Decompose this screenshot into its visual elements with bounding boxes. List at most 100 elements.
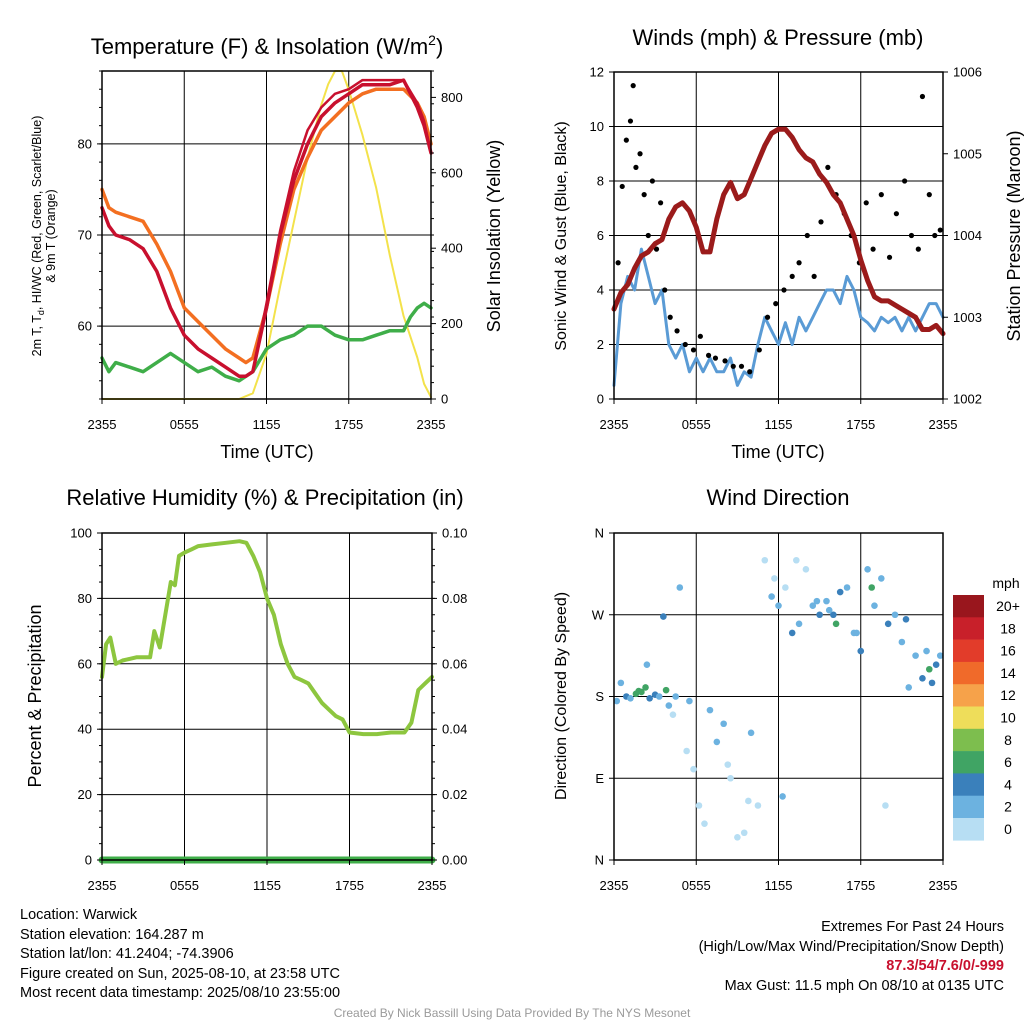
wind-direction-points — [613, 556, 944, 841]
y-tick-label-right: 1004 — [953, 228, 982, 243]
x-tick-label: 0555 — [682, 878, 711, 893]
temperature-grid — [102, 71, 431, 399]
wind-direction-y-label: Direction (Colored By Speed) — [553, 592, 570, 800]
y-tick-label: N — [595, 853, 604, 868]
y-tick-label-right: 1006 — [953, 65, 982, 80]
direction-point — [832, 620, 840, 628]
y-tick-label: 4 — [597, 283, 604, 298]
y-tick-label: 70 — [78, 228, 92, 243]
gust-point — [730, 363, 736, 369]
colorbar-label: 10 — [1000, 710, 1016, 726]
x-tick-label: 0555 — [170, 878, 199, 893]
gust-point — [738, 363, 745, 369]
colorbar-swatch — [953, 728, 984, 752]
x-tick-label: 2355 — [929, 417, 958, 432]
x-tick-label: 2355 — [88, 417, 117, 432]
direction-point — [727, 774, 734, 782]
gust-point — [919, 93, 926, 100]
series-line-3 — [100, 301, 433, 383]
wind-direction-panel-title: Wind Direction — [706, 485, 849, 510]
direction-point — [788, 629, 796, 637]
y-tick-label-right: 0.06 — [442, 656, 467, 671]
winds-panel-title: Winds (mph) & Pressure (mb) — [633, 25, 924, 50]
colorbar-swatch — [953, 595, 984, 618]
y-tick-label: 0 — [85, 853, 92, 868]
humidity-axes: 2355 0555 1155 1755 2355 0 20 40 60 80 100 0.00 0.02… — [70, 526, 467, 894]
station-latlon: Station lat/lon: 41.2404; -74.3906 — [20, 946, 234, 962]
y-tick-label-right: 200 — [441, 316, 463, 331]
direction-point — [768, 593, 775, 600]
x-tick-label: 1755 — [334, 417, 363, 432]
x-tick-label: 0555 — [170, 417, 199, 432]
y-tick-label: 10 — [590, 119, 604, 134]
x-tick-label: 2355 — [418, 878, 447, 893]
pressure-y-label: Station Pressure (Maroon) — [1004, 130, 1024, 341]
y-tick-label: 80 — [78, 591, 92, 606]
gust-point — [937, 227, 943, 233]
direction-point — [686, 697, 693, 705]
colorbar-swatch — [953, 795, 984, 819]
y-tick-label-right: 1005 — [953, 146, 982, 161]
direction-point — [701, 820, 708, 827]
colorbar-label: 4 — [1004, 776, 1012, 792]
speed-colorbar: mph 20+ 18 16 14 12 10 8 6 4 2 0 — [953, 575, 1020, 841]
direction-point — [809, 602, 817, 609]
y-tick-label-right: 800 — [441, 90, 463, 105]
temperature-y-label-line2: & 9m T (Orange) — [44, 189, 58, 282]
gust-point — [658, 200, 664, 206]
gust-point — [870, 246, 876, 252]
y-tick-label-right: 0.00 — [442, 853, 467, 868]
direction-point — [761, 556, 769, 564]
y-tick-label: 40 — [78, 722, 92, 737]
colorbar-swatch — [953, 639, 984, 663]
gust-point — [712, 355, 719, 361]
direction-point — [635, 687, 642, 695]
x-tick-label: 1755 — [846, 417, 875, 432]
insolation-y-label: Solar Insolation (Yellow) — [484, 140, 504, 332]
station-elevation: Station elevation: 164.287 m — [20, 926, 204, 943]
colorbar-swatch — [953, 773, 984, 796]
gust-point — [878, 192, 884, 198]
y-tick-label-right: 0.02 — [442, 787, 467, 802]
wind-direction-panel: Wind Direction 2355 0555 1155 1755 2355 N E S W N… — [553, 485, 1020, 893]
colorbar-label: 2 — [1004, 799, 1012, 815]
direction-point — [617, 679, 625, 687]
x-tick-label: 2355 — [600, 878, 629, 893]
direction-point — [672, 693, 679, 700]
direction-point — [754, 802, 762, 809]
direction-point — [779, 793, 786, 800]
humidity-y-label: Percent & Precipitation — [25, 604, 45, 787]
gust-point — [697, 333, 703, 339]
direction-point — [882, 802, 889, 809]
direction-point — [665, 702, 673, 709]
y-tick-label: 8 — [597, 174, 604, 189]
gust-point — [690, 347, 697, 353]
gust-point — [804, 232, 810, 239]
direction-point — [871, 602, 878, 609]
direction-point — [627, 695, 634, 702]
temperature-insolation-panel: Temperature (F) & Insolation (W/m2) 2355… — [30, 32, 504, 462]
direction-point — [793, 556, 800, 564]
x-tick-label: 1755 — [335, 878, 364, 893]
direction-point — [905, 684, 913, 691]
x-tick-label: 1155 — [253, 417, 281, 432]
gust-point — [627, 118, 634, 124]
colorbar-swatch — [953, 706, 984, 730]
y-tick-label-right: 0.10 — [442, 526, 467, 541]
x-tick-label: 2355 — [600, 417, 629, 432]
colorbar-swatch — [953, 617, 984, 640]
gust-point — [630, 83, 636, 89]
direction-point — [690, 765, 697, 773]
temperature-x-label: Time (UTC) — [220, 442, 313, 462]
y-tick-label: 60 — [78, 656, 92, 671]
direction-point — [816, 611, 823, 619]
y-tick-label-right: 400 — [441, 241, 463, 256]
gust-point — [682, 341, 688, 348]
gust-point — [932, 232, 938, 239]
x-tick-label: 1155 — [765, 417, 793, 432]
direction-point — [912, 652, 919, 659]
gust-point — [811, 273, 817, 279]
gust-point — [641, 192, 647, 198]
winds-pressure-panel: Winds (mph) & Pressure (mb) 2355 0555 1155… — [553, 25, 1024, 462]
